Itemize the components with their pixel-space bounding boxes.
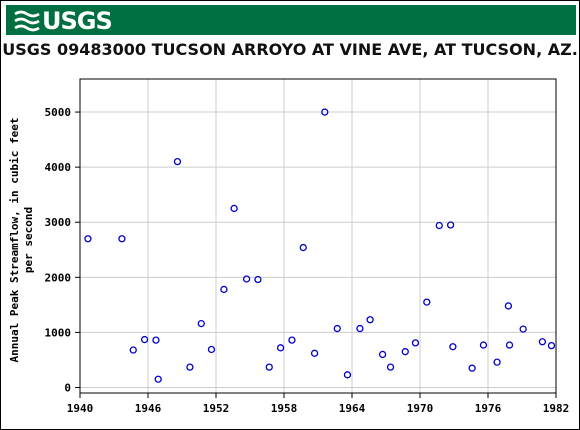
data-point [220, 285, 228, 294]
x-tick-label: 1952 [203, 402, 230, 415]
data-point [173, 157, 182, 166]
usgs-logo[interactable]: USGS [14, 7, 113, 35]
data-points [84, 108, 556, 383]
x-tick-label: 1946 [135, 402, 162, 415]
data-point [152, 336, 160, 344]
data-point [538, 338, 547, 346]
data-point [356, 324, 364, 333]
data-point [479, 341, 488, 349]
data-point [423, 298, 431, 306]
y-axis-label-line-1: Annual Peak Streamflow, in cubic feet [8, 117, 21, 362]
plot-area-border [79, 78, 557, 394]
data-point [333, 324, 341, 333]
usgs-wave-icon [14, 10, 40, 32]
x-tick-label: 1982 [543, 402, 570, 415]
data-point [84, 235, 92, 243]
data-point [343, 371, 352, 379]
data-point [505, 341, 514, 349]
data-point [129, 346, 137, 354]
data-point [493, 358, 501, 366]
data-point [197, 319, 205, 328]
y-tick-label: 4000 [45, 161, 72, 174]
x-tick-label: 1958 [271, 402, 298, 415]
data-point [207, 345, 216, 354]
data-point [519, 325, 527, 333]
x-tick-label: 1964 [339, 402, 366, 415]
y-axis-label-line-2: per second [22, 207, 35, 273]
y-tick-label: 2000 [45, 271, 72, 284]
data-point [186, 363, 194, 371]
grid-lines [79, 79, 557, 393]
data-point [547, 341, 556, 350]
data-point [310, 349, 319, 357]
axis-ticks: 1940 1946 1952 1958 1964 1970 1976 1982 0 1000 200… [45, 106, 570, 415]
x-tick-label: 1976 [475, 402, 502, 415]
x-tick-label: 1970 [407, 402, 434, 415]
data-point [154, 375, 162, 383]
data-point [504, 302, 513, 310]
data-point [276, 344, 285, 352]
data-point [468, 364, 476, 372]
usgs-banner: USGS [6, 5, 576, 35]
data-point [118, 235, 126, 243]
data-point [265, 363, 273, 371]
data-point [321, 108, 329, 116]
chart-title: USGS 09483000 TUCSON ARROYO AT VINE AVE,… [2, 40, 578, 59]
data-point [140, 335, 149, 344]
y-tick-label: 0 [64, 381, 71, 394]
data-point [386, 363, 395, 371]
data-point [254, 275, 262, 284]
data-point [446, 221, 455, 229]
data-point [411, 339, 420, 347]
data-point [366, 316, 374, 324]
data-point [378, 350, 387, 359]
y-tick-label: 3000 [45, 216, 72, 229]
data-point [288, 336, 296, 344]
data-point [230, 204, 238, 213]
data-point [401, 348, 409, 356]
y-tick-label: 1000 [45, 326, 72, 339]
data-point [299, 243, 307, 252]
usgs-logo-text: USGS [42, 7, 113, 35]
data-point [449, 343, 457, 351]
data-point [435, 221, 443, 230]
y-tick-label: 5000 [45, 106, 72, 119]
data-point [242, 275, 251, 283]
x-tick-label: 1940 [67, 402, 94, 415]
